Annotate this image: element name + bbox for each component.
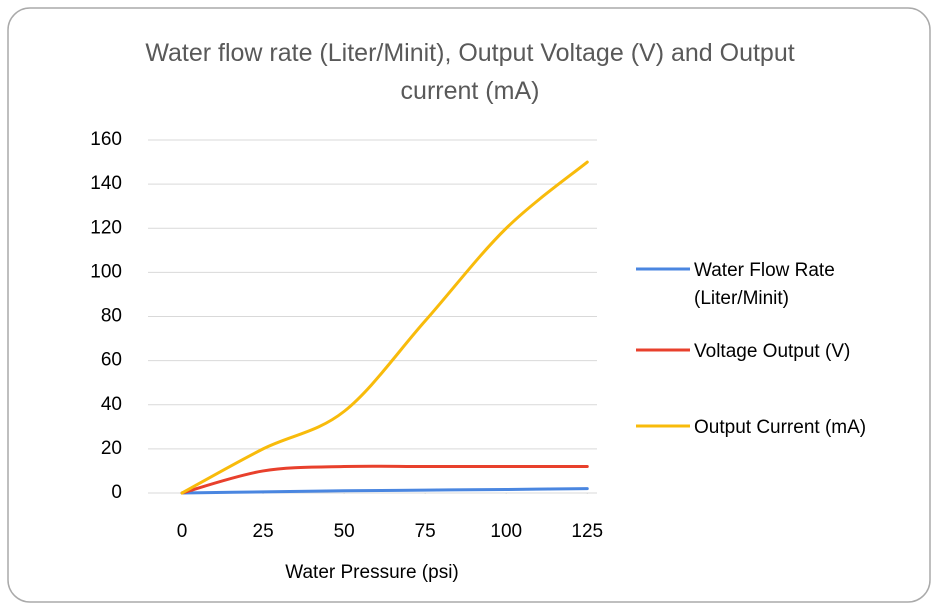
x-tick-label: 50 [334, 521, 355, 542]
legend-label: Water Flow Rate (Liter/Minit) [694, 260, 835, 309]
x-tick-label: 75 [415, 521, 436, 542]
x-tick-label: 125 [571, 521, 603, 542]
x-tick-label: 100 [490, 521, 522, 542]
y-tick-label: 40 [101, 394, 122, 415]
x-axis-title: Water Pressure (psi) [285, 562, 459, 583]
chart-title: Water flow rate (Liter/Minit), Output Vo… [145, 39, 795, 105]
frame [7, 7, 931, 603]
y-tick-label: 80 [101, 306, 122, 327]
y-tick-label: 20 [101, 438, 122, 459]
y-tick-label: 160 [90, 129, 122, 150]
y-tick-label: 140 [90, 173, 122, 194]
x-tick-label: 0 [177, 521, 188, 542]
y-tick-label: 100 [90, 261, 122, 282]
legend-label: Output Current (mA) [694, 417, 867, 438]
y-tick-label: 120 [90, 217, 122, 238]
series-line [180, 487, 589, 495]
series-line [180, 160, 589, 495]
y-tick-label: 60 [101, 350, 122, 371]
legend-label: Voltage Output (V) [694, 341, 851, 362]
y-tick-label: 0 [111, 482, 122, 503]
series-line [180, 464, 589, 495]
x-tick-label: 25 [253, 521, 274, 542]
